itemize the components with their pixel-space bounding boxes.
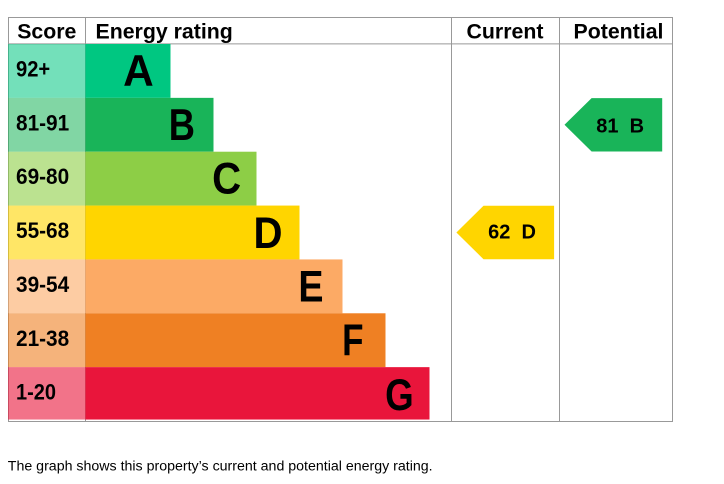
svg-text:55-68: 55-68 — [16, 218, 69, 243]
svg-text:B: B — [169, 101, 195, 150]
svg-text:Current: Current — [467, 19, 544, 43]
svg-text:69-80: 69-80 — [16, 164, 69, 189]
svg-text:1-20: 1-20 — [16, 380, 56, 405]
svg-text:The graph shows this property’: The graph shows this property’s current … — [8, 458, 433, 474]
svg-text:39-54: 39-54 — [16, 272, 70, 297]
svg-text:Energy rating: Energy rating — [96, 19, 233, 43]
svg-text:F: F — [342, 316, 363, 365]
svg-text:Potential: Potential — [574, 19, 664, 43]
svg-text:92+: 92+ — [16, 57, 50, 82]
svg-text:Score: Score — [17, 19, 76, 43]
svg-text:G: G — [385, 371, 414, 420]
svg-text:81-91: 81-91 — [16, 110, 69, 135]
svg-text:21-38: 21-38 — [16, 326, 69, 351]
svg-text:D: D — [254, 209, 283, 258]
svg-text:C: C — [212, 155, 241, 204]
svg-text:81 B: 81 B — [596, 116, 644, 138]
svg-text:62 D: 62 D — [488, 222, 536, 244]
svg-text:A: A — [123, 47, 154, 96]
svg-text:E: E — [298, 263, 323, 312]
